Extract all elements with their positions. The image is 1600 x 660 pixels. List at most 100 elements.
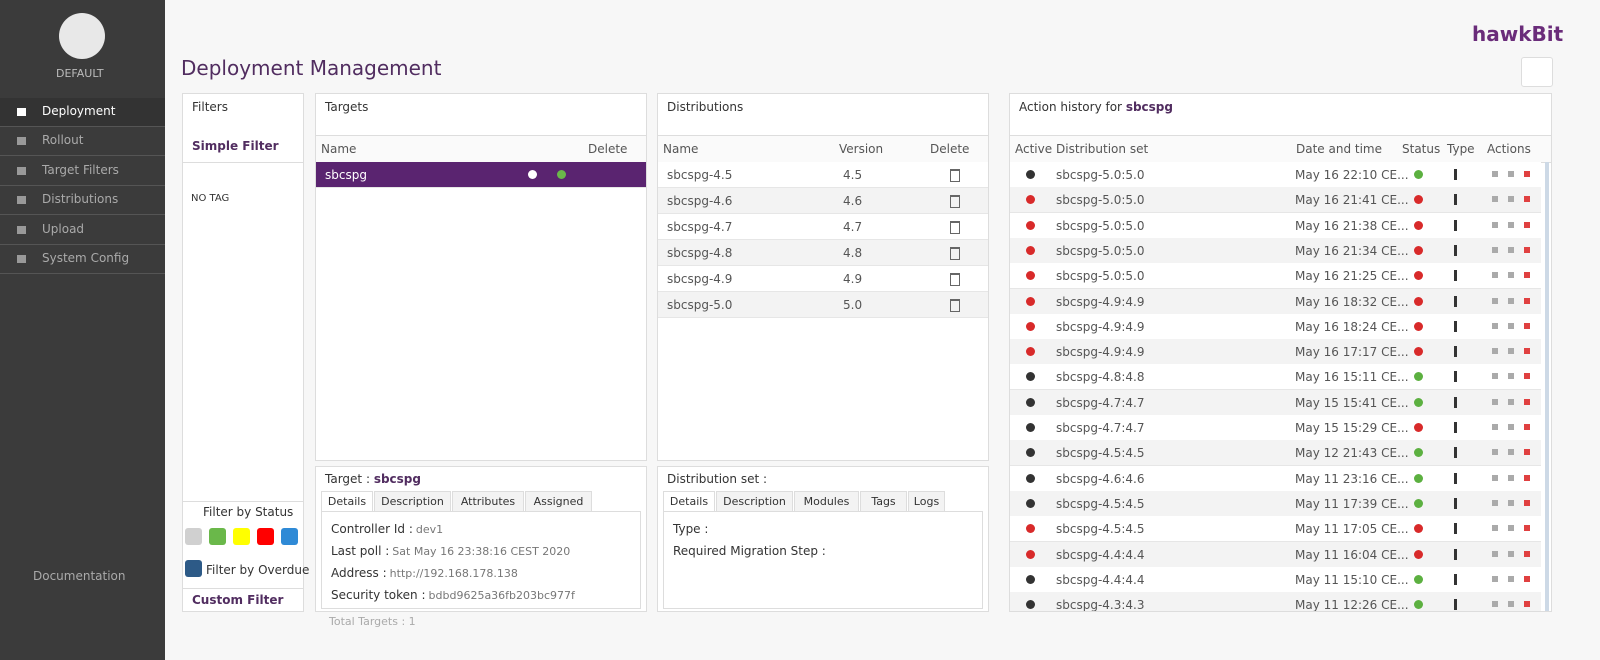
tab[interactable]: Tags [860,491,907,512]
simple-filter[interactable]: Simple Filter [192,139,279,153]
menu-item[interactable]: Target Filters [0,157,165,186]
action-row[interactable]: sbcspg-5.0:5.0 May 16 21:38 CE... [1010,212,1541,239]
action-button[interactable] [1492,550,1498,557]
action-button[interactable] [1492,272,1498,279]
action-button[interactable] [1492,601,1498,608]
delete-button[interactable] [950,221,960,234]
custom-filter[interactable]: Custom Filter [192,593,284,607]
action-button[interactable] [1524,373,1530,380]
menu-item[interactable]: Deployment [0,98,165,127]
distribution-row[interactable]: sbcspg-4.9 4.9 [658,266,988,292]
status-swatch[interactable] [257,528,274,545]
notification-button[interactable] [1521,57,1553,87]
action-button[interactable] [1492,196,1498,203]
menu-item[interactable]: Upload [0,216,165,245]
action-button[interactable] [1524,348,1530,355]
action-button[interactable] [1492,575,1498,582]
action-row[interactable]: sbcspg-4.9:4.9 May 16 18:24 CE... [1010,313,1541,340]
distribution-row[interactable]: sbcspg-4.6 4.6 [658,188,988,214]
action-row[interactable]: sbcspg-5.0:5.0 May 16 21:41 CE... [1010,187,1541,214]
delete-button[interactable] [950,273,960,286]
action-button[interactable] [1508,575,1514,582]
delete-button[interactable] [950,195,960,208]
action-row[interactable]: sbcspg-4.8:4.8 May 16 15:11 CE... [1010,364,1541,391]
tag[interactable]: NO TAG [191,193,230,204]
action-button[interactable] [1524,297,1530,304]
status-swatch[interactable] [233,528,250,545]
action-button[interactable] [1492,171,1498,177]
action-button[interactable] [1508,499,1514,506]
user-menu[interactable]: DEFAULT [56,67,104,80]
status-swatch[interactable] [209,528,226,545]
action-row[interactable]: sbcspg-4.5:4.5 May 12 21:43 CE... [1010,440,1541,467]
action-button[interactable] [1508,398,1514,405]
action-button[interactable] [1508,196,1514,203]
action-button[interactable] [1492,449,1498,456]
status-swatch[interactable] [281,528,298,545]
action-button[interactable] [1492,525,1498,532]
tab[interactable]: Details [321,491,373,512]
action-button[interactable] [1492,348,1498,355]
action-button[interactable] [1508,550,1514,557]
overdue-swatch[interactable] [185,560,202,577]
action-button[interactable] [1508,246,1514,253]
action-button[interactable] [1524,272,1530,279]
action-button[interactable] [1524,398,1530,405]
action-button[interactable] [1508,601,1514,608]
action-button[interactable] [1492,474,1498,481]
action-row[interactable]: sbcspg-4.5:4.5 May 11 17:39 CE... [1010,490,1541,517]
action-row[interactable]: sbcspg-4.6:4.6 May 11 23:16 CE... [1010,465,1541,492]
action-button[interactable] [1508,424,1514,430]
tab[interactable]: Details [663,491,715,512]
action-button[interactable] [1524,474,1530,481]
action-button[interactable] [1524,322,1530,329]
action-button[interactable] [1508,348,1514,355]
action-button[interactable] [1524,601,1530,608]
action-button[interactable] [1492,297,1498,304]
action-button[interactable] [1492,499,1498,506]
action-button[interactable] [1524,221,1530,228]
action-button[interactable] [1524,196,1530,203]
delete-button[interactable] [950,169,960,182]
action-row[interactable]: sbcspg-4.9:4.9 May 16 17:17 CE... [1010,339,1541,366]
action-button[interactable] [1524,171,1530,177]
distribution-row[interactable]: sbcspg-4.7 4.7 [658,214,988,240]
action-button[interactable] [1492,246,1498,253]
action-button[interactable] [1524,449,1530,456]
action-button[interactable] [1508,449,1514,456]
action-button[interactable] [1524,575,1530,582]
action-button[interactable] [1492,424,1498,430]
target-row[interactable]: sbcspg [316,162,646,188]
action-button[interactable] [1524,525,1530,532]
action-button[interactable] [1524,550,1530,557]
action-row[interactable]: sbcspg-5.0:5.0 May 16 22:10 CE... [1010,162,1541,188]
distribution-row[interactable]: sbcspg-4.8 4.8 [658,240,988,266]
action-button[interactable] [1508,171,1514,177]
action-row[interactable]: sbcspg-4.9:4.9 May 16 18:32 CE... [1010,288,1541,315]
action-row[interactable]: sbcspg-4.3:4.3 May 11 12:26 CE... [1010,592,1541,611]
tab[interactable]: Assigned [525,491,592,512]
action-button[interactable] [1492,398,1498,405]
action-button[interactable] [1524,246,1530,253]
tab[interactable]: Attributes [452,491,524,512]
action-button[interactable] [1492,373,1498,380]
action-row[interactable]: sbcspg-5.0:5.0 May 16 21:25 CE... [1010,263,1541,290]
distribution-row[interactable]: sbcspg-4.5 4.5 [658,162,988,188]
delete-button[interactable] [950,299,960,312]
menu-item[interactable]: Distributions [0,186,165,216]
action-button[interactable] [1492,221,1498,228]
status-swatch[interactable] [185,528,202,545]
distribution-row[interactable]: sbcspg-5.0 5.0 [658,292,988,318]
tab[interactable]: Logs [908,491,945,512]
delete-button[interactable] [950,247,960,260]
action-button[interactable] [1508,297,1514,304]
action-button[interactable] [1508,322,1514,329]
action-button[interactable] [1524,424,1530,430]
action-button[interactable] [1508,474,1514,481]
action-row[interactable]: sbcspg-4.4:4.4 May 11 15:10 CE... [1010,566,1541,593]
action-button[interactable] [1508,373,1514,380]
action-row[interactable]: sbcspg-4.7:4.7 May 15 15:29 CE... [1010,415,1541,441]
action-row[interactable]: sbcspg-4.7:4.7 May 15 15:41 CE... [1010,389,1541,416]
action-button[interactable] [1508,525,1514,532]
menu-item[interactable]: Rollout [0,127,165,157]
